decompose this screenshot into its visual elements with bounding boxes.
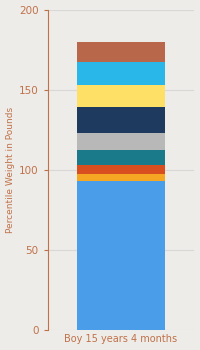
Bar bbox=[77, 165, 165, 174]
Bar bbox=[77, 85, 165, 107]
Bar bbox=[77, 150, 165, 165]
Bar bbox=[77, 42, 165, 62]
Bar bbox=[77, 181, 165, 330]
Bar bbox=[77, 62, 165, 85]
Bar bbox=[77, 107, 165, 133]
Bar bbox=[77, 174, 165, 181]
Bar bbox=[77, 133, 165, 150]
Y-axis label: Percentile Weight in Pounds: Percentile Weight in Pounds bbox=[6, 106, 15, 233]
